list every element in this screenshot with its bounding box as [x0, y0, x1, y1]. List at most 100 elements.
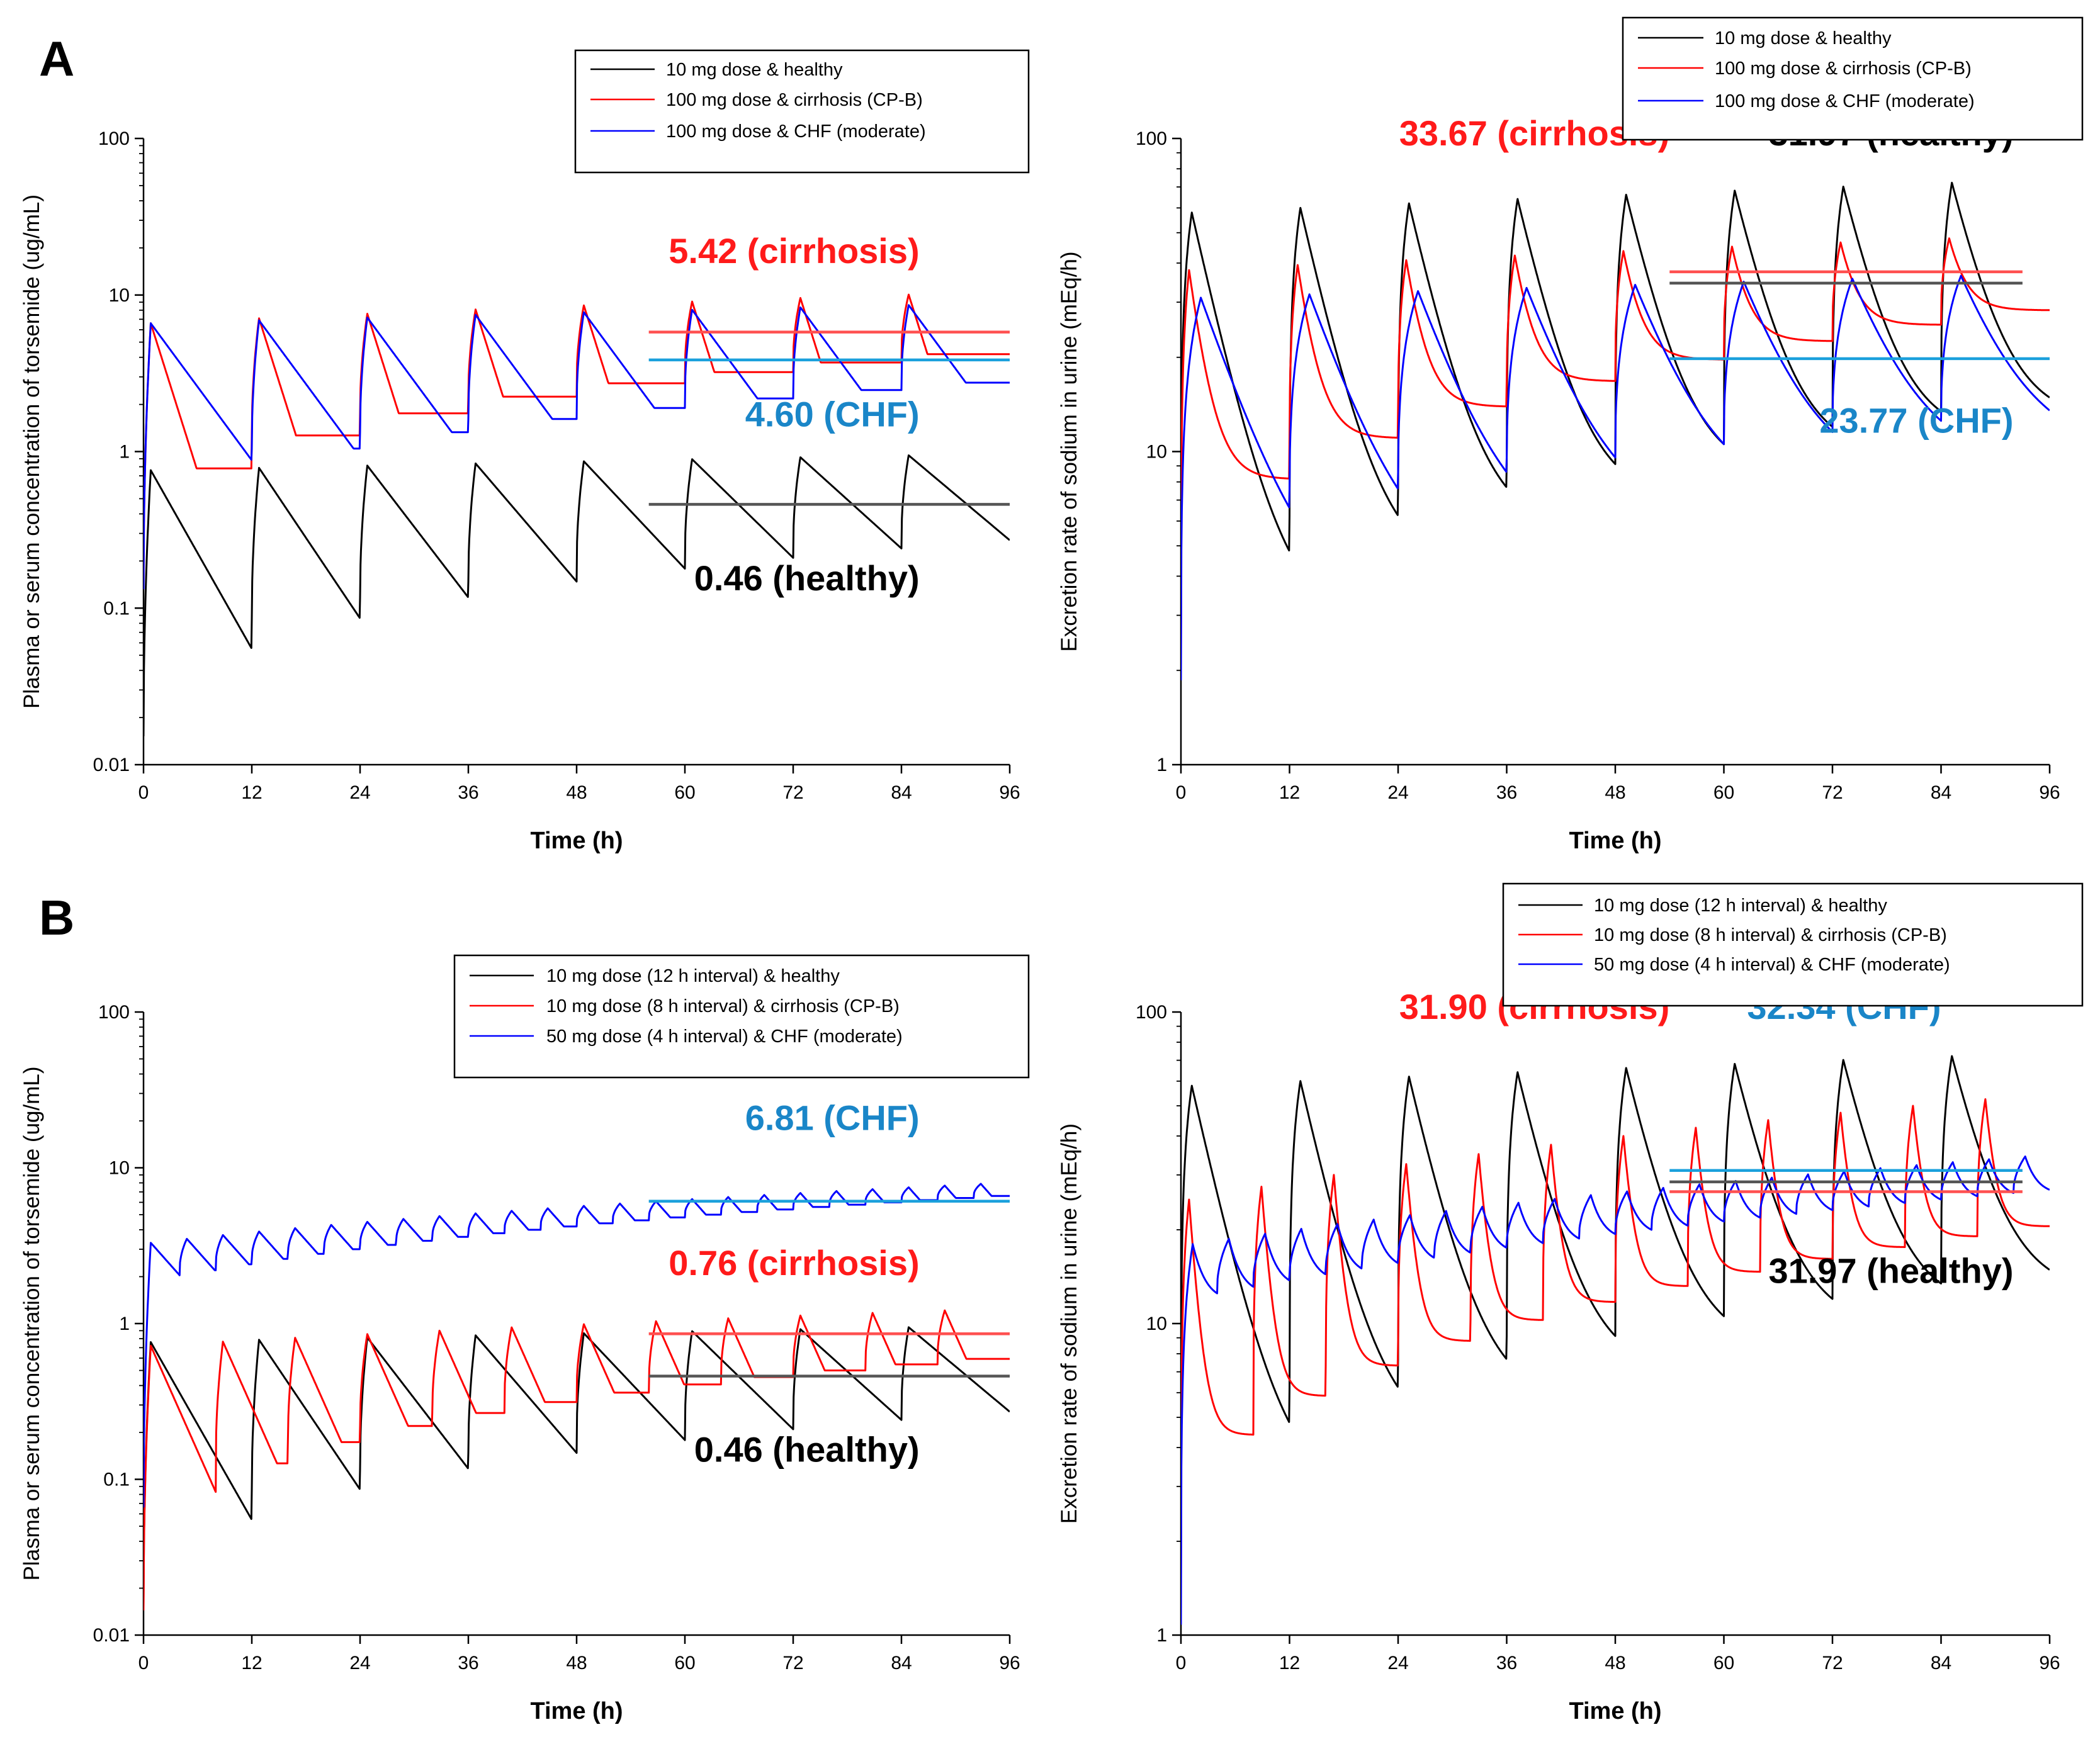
chart-a-right: 1 10 100 0 12 24 36 48 60 72 84 96 Time (h) Excretion… — [1057, 16, 2084, 854]
x-tick-label: 36 — [1496, 782, 1517, 803]
series-group — [1181, 1055, 2050, 1625]
legend-label-3: 50 mg dose (4 h interval) & CHF (moderat… — [546, 1026, 903, 1047]
series-line-3 — [1181, 274, 2050, 680]
series-line-1 — [144, 1326, 1010, 1607]
x-axis-title: Time (h) — [1569, 828, 1661, 854]
y-axis-title: Plasma or serum concentration of torsemi… — [20, 1067, 44, 1581]
y-axis-title: Excretion rate of sodium in urine (mEq/h… — [1057, 1123, 1081, 1524]
y-tick-label: 100 — [1136, 1002, 1167, 1023]
x-tick-label: 36 — [458, 1653, 478, 1673]
x-tick-label: 60 — [674, 1653, 695, 1673]
x-tick-label: 48 — [566, 782, 587, 803]
y-tick-label: 10 — [1146, 1313, 1167, 1334]
legend-label-2: 100 mg dose & cirrhosis (CP-B) — [666, 90, 923, 110]
annotation-2: 0.76 (cirrhosis) — [669, 1243, 919, 1283]
x-tick-label: 72 — [1822, 782, 1843, 803]
legend: 10 mg dose & healthy 100 mg dose & cirrho… — [574, 49, 1030, 174]
x-tick-label: 72 — [782, 782, 803, 803]
legend: 10 mg dose (12 h interval) & healthy 10 m… — [453, 954, 1030, 1079]
legend-label-2: 10 mg dose (8 h interval) & cirrhosis (C… — [546, 996, 900, 1016]
y-tick-label: 0.1 — [103, 598, 130, 619]
x-axis-title: Time (h) — [1569, 1698, 1661, 1724]
chart-b-right: 1 10 100 0 12 24 36 48 60 72 84 96 Time (h) Excretion… — [1057, 882, 2084, 1724]
annotation-3: 0.46 (healthy) — [694, 558, 920, 598]
y-tick-label: 0.01 — [93, 755, 130, 775]
legend: 10 mg dose & healthy 100 mg dose & cirrho… — [1622, 16, 2084, 141]
x-tick-label: 0 — [138, 1653, 149, 1673]
x-tick-label: 96 — [999, 1653, 1020, 1673]
x-tick-label: 84 — [1931, 782, 1951, 803]
x-tick-label: 72 — [1822, 1653, 1843, 1673]
x-tick-label: 36 — [458, 782, 478, 803]
y-tick-label: 10 — [109, 1158, 130, 1179]
x-tick-label: 60 — [1713, 782, 1734, 803]
x-tick-label: 24 — [1387, 1653, 1408, 1673]
x-axis-title: Time (h) — [530, 1698, 623, 1724]
legend-label-2: 100 mg dose & cirrhosis (CP-B) — [1715, 59, 1972, 79]
x-tick-label: 48 — [1605, 1653, 1625, 1673]
annotation-3: 0.46 (healthy) — [694, 1429, 920, 1469]
legend-box — [574, 49, 1030, 174]
x-tick-label: 12 — [241, 782, 262, 803]
chart-a-left: 0.01 0.1 1 10 100 0 12 24 36 48 60 72 84 96 Time (h) Pl… — [20, 49, 1030, 854]
legend-label-1: 10 mg dose (12 h interval) & healthy — [546, 966, 840, 986]
x-tick-label: 0 — [138, 782, 149, 803]
y-tick-label: 0.1 — [103, 1470, 130, 1490]
series-line-3 — [1181, 1156, 2050, 1625]
legend-label-3: 50 mg dose (4 h interval) & CHF (moderat… — [1594, 955, 1950, 975]
legend-box — [453, 954, 1030, 1079]
series-line-2 — [1181, 1098, 2050, 1580]
annotation-3: 31.97 (healthy) — [1768, 1251, 2013, 1290]
x-tick-label: 24 — [1387, 782, 1408, 803]
panel-label-a: A — [39, 31, 74, 86]
x-tick-label: 36 — [1496, 1653, 1517, 1673]
x-tick-label: 60 — [1713, 1653, 1734, 1673]
x-tick-label: 24 — [349, 782, 370, 803]
x-tick-label: 96 — [2039, 782, 2060, 803]
x-tick-label: 12 — [1279, 1653, 1300, 1673]
y-tick-label: 1 — [1156, 1625, 1167, 1646]
series-line-2 — [144, 1309, 1010, 1611]
x-tick-label: 48 — [566, 1653, 587, 1673]
legend-label-3: 100 mg dose & CHF (moderate) — [666, 121, 926, 142]
y-tick-label: 1 — [119, 442, 130, 463]
series-line-1 — [1181, 181, 2050, 595]
series-group — [144, 1183, 1010, 1611]
y-tick-label: 10 — [109, 285, 130, 306]
x-tick-label: 0 — [1176, 1653, 1187, 1673]
x-tick-label: 24 — [349, 1653, 370, 1673]
x-tick-label: 84 — [891, 782, 912, 803]
annotation-1: 5.42 (cirrhosis) — [669, 231, 919, 271]
y-tick-label: 100 — [98, 128, 130, 149]
chart-b-left: 0.01 0.1 1 10 100 0 12 24 36 48 60 72 84 96 Time (h) Pl… — [20, 954, 1030, 1724]
y-axis-title: Excretion rate of sodium in urine (mEq/h… — [1057, 251, 1081, 651]
y-tick-label: 1 — [119, 1313, 130, 1334]
legend-label-1: 10 mg dose (12 h interval) & healthy — [1594, 896, 1887, 916]
legend-label-1: 10 mg dose & healthy — [666, 60, 843, 80]
series-group — [144, 293, 1010, 736]
y-axis-title: Plasma or serum concentration of torsemi… — [20, 194, 44, 709]
series-line-3 — [144, 1183, 1010, 1508]
x-tick-label: 0 — [1176, 782, 1187, 803]
x-tick-label: 60 — [674, 782, 695, 803]
panel-label-b: B — [39, 890, 74, 945]
x-tick-label: 84 — [891, 1653, 912, 1673]
x-tick-label: 96 — [2039, 1653, 2060, 1673]
series-line-1 — [144, 454, 1010, 736]
y-tick-label: 100 — [1136, 128, 1167, 149]
x-tick-label: 72 — [782, 1653, 803, 1673]
series-line-3 — [144, 304, 1010, 590]
annotation-2: 4.60 (CHF) — [745, 394, 920, 434]
x-tick-label: 48 — [1605, 782, 1625, 803]
x-tick-label: 84 — [1931, 1653, 1951, 1673]
legend-box — [1502, 882, 2084, 1007]
y-tick-label: 1 — [1156, 755, 1167, 775]
x-tick-label: 96 — [999, 782, 1020, 803]
y-tick-label: 0.01 — [93, 1625, 130, 1646]
series-group — [1181, 181, 2050, 680]
y-tick-label: 100 — [98, 1002, 130, 1023]
x-tick-label: 12 — [241, 1653, 262, 1673]
annotation-1: 6.81 (CHF) — [745, 1098, 920, 1137]
x-tick-label: 12 — [1279, 782, 1300, 803]
